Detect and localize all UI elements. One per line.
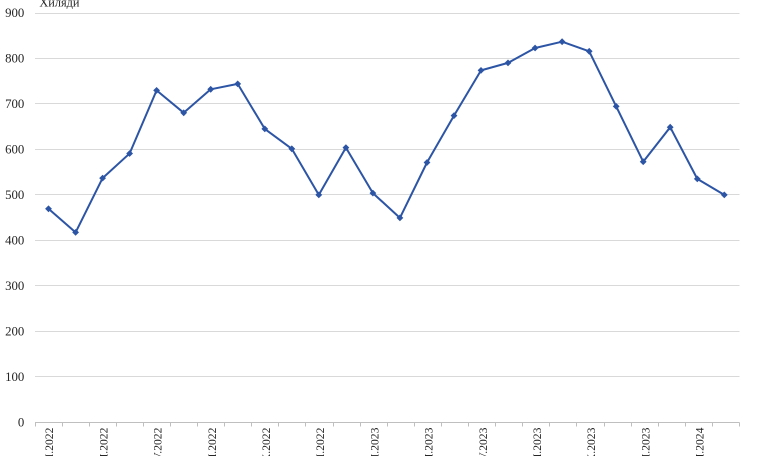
svg-text:I.2023: I.2023 bbox=[368, 427, 381, 456]
svg-text:IX.2022: IX.2022 bbox=[260, 427, 273, 456]
svg-text:I.2024: I.2024 bbox=[694, 427, 707, 456]
svg-text:900: 900 bbox=[5, 6, 24, 20]
svg-text:XI.2023: XI.2023 bbox=[639, 427, 652, 456]
svg-text:XI.2022: XI.2022 bbox=[314, 427, 327, 456]
svg-text:300: 300 bbox=[5, 279, 24, 293]
svg-text:200: 200 bbox=[5, 324, 24, 338]
svg-text:V.2022: V.2022 bbox=[152, 427, 165, 456]
svg-text:III.2022: III.2022 bbox=[97, 427, 110, 456]
svg-text:500: 500 bbox=[5, 188, 24, 202]
svg-text:V.2023: V.2023 bbox=[477, 427, 490, 456]
svg-text:VII.2023: VII.2023 bbox=[531, 427, 544, 456]
svg-text:VII.2022: VII.2022 bbox=[206, 427, 219, 456]
svg-text:IX.2023: IX.2023 bbox=[585, 427, 598, 456]
svg-text:I.2022: I.2022 bbox=[43, 427, 56, 456]
svg-text:400: 400 bbox=[5, 233, 24, 247]
svg-text:0: 0 bbox=[18, 415, 24, 429]
svg-text:700: 700 bbox=[5, 97, 24, 111]
svg-text:Хиляди: Хиляди bbox=[39, 0, 80, 9]
svg-text:III.2023: III.2023 bbox=[423, 427, 436, 456]
svg-text:800: 800 bbox=[5, 52, 24, 66]
svg-text:100: 100 bbox=[5, 370, 24, 384]
svg-text:600: 600 bbox=[5, 143, 24, 157]
